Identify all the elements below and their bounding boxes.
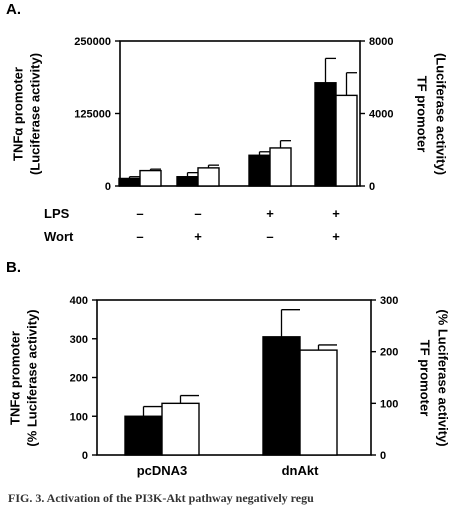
condition-value: – [194, 206, 201, 221]
bar-series-1-cat-1 [118, 177, 141, 187]
condition-value: + [194, 229, 202, 244]
bar-series-1-cat-3 [248, 154, 271, 187]
bar-series-2-cat-1 [161, 402, 200, 456]
bar-series-2-cat-4 [335, 94, 358, 187]
panel-label: A. [6, 1, 21, 18]
condition-value: + [266, 206, 274, 221]
right-tick-label: 200 [380, 347, 398, 359]
condition-row-label: LPS [44, 206, 70, 221]
right-tick-label: 0 [380, 450, 386, 462]
condition-row-label: Wort [44, 229, 74, 244]
left-tick-label: 200 [70, 373, 88, 385]
condition-value: – [136, 206, 143, 221]
bar-series-2-cat-1 [139, 169, 162, 187]
left-axis-title-line-2: (% Luciferase activity) [24, 309, 39, 446]
right-tick-label: 0 [369, 181, 375, 193]
condition-value: + [332, 206, 340, 221]
left-axis-title-line-1: TNFα promoter [7, 331, 22, 425]
left-tick-label: 400 [70, 295, 88, 307]
bar-series-1-cat-1 [124, 415, 163, 456]
bar-series-1-cat-4 [314, 82, 337, 187]
left-tick-label: 0 [82, 450, 88, 462]
condition-value: + [332, 229, 340, 244]
bar-series-1-cat-2 [262, 336, 301, 456]
right-tick-label: 4000 [369, 109, 393, 121]
left-tick-label: 250000 [74, 36, 111, 48]
left-tick-label: 300 [70, 334, 88, 346]
bar-series-2-cat-3 [269, 147, 292, 187]
condition-value: – [266, 229, 273, 244]
right-axis-title-line-2: (% Luciferase activity) [436, 309, 451, 446]
category-label: dnAkt [282, 463, 320, 478]
category-label: pcDNA3 [137, 463, 188, 478]
right-axis-title-line-2: (Luciferase activity) [434, 53, 449, 175]
right-axis-title-line-1: TF promoter [415, 76, 430, 153]
bar-series-2-cat-2 [197, 167, 220, 187]
right-tick-label: 8000 [369, 36, 393, 48]
bar-series-1-cat-2 [176, 176, 199, 187]
bar-series-2-cat-2 [299, 349, 338, 456]
condition-value: – [136, 229, 143, 244]
left-tick-label: 0 [105, 181, 111, 193]
panel-label: B. [6, 259, 21, 276]
right-tick-label: 300 [380, 295, 398, 307]
left-tick-label: 125000 [74, 109, 111, 121]
right-axis-title-line-1: TF promoter [418, 340, 433, 417]
left-axis-title-line-2: (Luciferase activity) [27, 53, 42, 175]
right-tick-label: 100 [380, 398, 398, 410]
figure-caption: FIG. 3. Activation of the PI3K-Akt pathw… [8, 491, 314, 505]
left-tick-label: 100 [70, 411, 88, 423]
left-axis-title-line-1: TNFα promoter [10, 67, 25, 161]
